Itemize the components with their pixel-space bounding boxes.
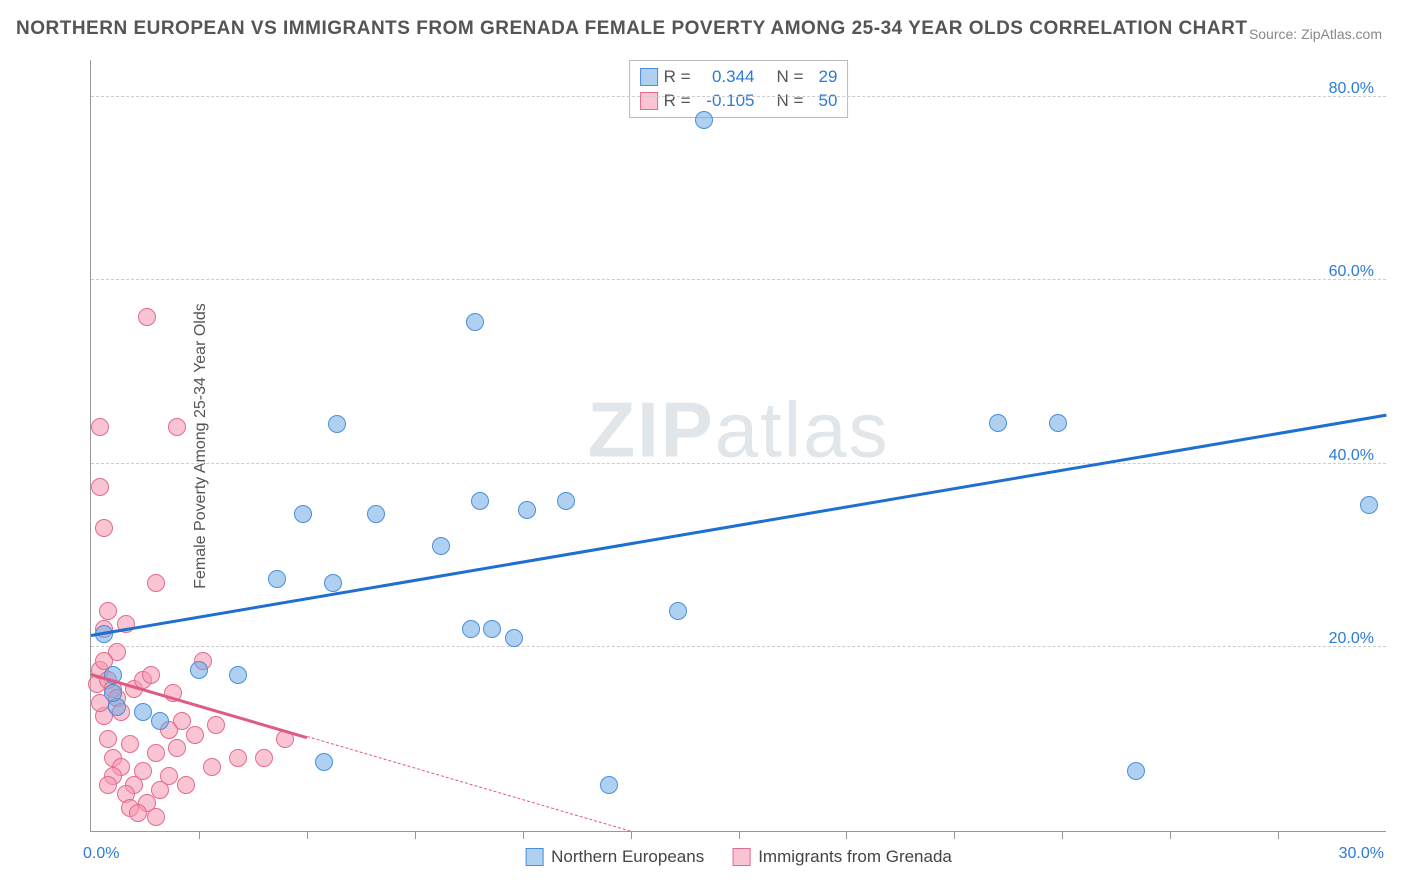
series-legend: Northern Europeans Immigrants from Grena… <box>525 847 952 867</box>
chart-title: NORTHERN EUROPEAN VS IMMIGRANTS FROM GRE… <box>16 18 1247 40</box>
scatter-point-blue <box>229 666 247 684</box>
y-tick-label: 80.0% <box>1329 80 1374 98</box>
scatter-point-pink <box>203 758 221 776</box>
x-tick <box>1278 831 1279 839</box>
scatter-point-pink <box>99 776 117 794</box>
scatter-point-blue <box>600 776 618 794</box>
scatter-point-pink <box>91 478 109 496</box>
scatter-point-blue <box>324 574 342 592</box>
scatter-point-pink <box>129 804 147 822</box>
x-tick <box>739 831 740 839</box>
scatter-point-pink <box>207 716 225 734</box>
scatter-point-pink <box>99 730 117 748</box>
scatter-point-pink <box>168 739 186 757</box>
scatter-point-pink <box>121 735 139 753</box>
legend-item-pink: Immigrants from Grenada <box>732 847 952 867</box>
watermark-rest: atlas <box>715 386 890 474</box>
r-label: R = <box>664 65 691 89</box>
correlation-legend: R = 0.344 N = 29 R = -0.105 N = 50 <box>629 60 849 118</box>
gridline <box>91 463 1386 464</box>
scatter-point-pink <box>229 749 247 767</box>
scatter-point-blue <box>134 703 152 721</box>
scatter-point-blue <box>1127 762 1145 780</box>
y-tick-label: 40.0% <box>1329 447 1374 465</box>
x-tick <box>199 831 200 839</box>
scatter-point-pink <box>147 574 165 592</box>
scatter-point-blue <box>1360 496 1378 514</box>
scatter-point-pink <box>142 666 160 684</box>
y-tick-label: 60.0% <box>1329 263 1374 281</box>
n-value-pink: 50 <box>809 89 837 113</box>
scatter-point-pink <box>91 418 109 436</box>
r-label: R = <box>664 89 691 113</box>
legend-row-blue: R = 0.344 N = 29 <box>640 65 838 89</box>
series-name-blue: Northern Europeans <box>551 847 704 867</box>
x-axis-min-label: 0.0% <box>83 845 119 863</box>
trendline-blue <box>91 413 1386 636</box>
scatter-point-blue <box>483 620 501 638</box>
gridline <box>91 96 1386 97</box>
scatter-point-blue <box>328 415 346 433</box>
n-label: N = <box>777 89 804 113</box>
scatter-point-pink <box>138 308 156 326</box>
x-tick <box>954 831 955 839</box>
scatter-point-blue <box>518 501 536 519</box>
x-axis-max-label: 30.0% <box>1339 845 1384 863</box>
trendline-pink-dashed <box>307 736 631 832</box>
scatter-point-pink <box>186 726 204 744</box>
scatter-point-blue <box>190 661 208 679</box>
n-value-blue: 29 <box>809 65 837 89</box>
chart-container: Female Poverty Among 25-34 Year Olds ZIP… <box>50 60 1386 832</box>
scatter-point-pink <box>99 602 117 620</box>
x-tick <box>1170 831 1171 839</box>
x-tick <box>415 831 416 839</box>
scatter-point-blue <box>989 414 1007 432</box>
legend-item-blue: Northern Europeans <box>525 847 704 867</box>
scatter-point-blue <box>557 492 575 510</box>
scatter-point-pink <box>95 519 113 537</box>
plot-area: ZIPatlas R = 0.344 N = 29 R = -0.105 N =… <box>90 60 1386 832</box>
watermark-bold: ZIP <box>587 386 714 474</box>
scatter-point-blue <box>462 620 480 638</box>
r-value-blue: 0.344 <box>697 65 755 89</box>
scatter-point-blue <box>471 492 489 510</box>
scatter-point-blue <box>505 629 523 647</box>
x-tick <box>307 831 308 839</box>
scatter-point-blue <box>367 505 385 523</box>
legend-swatch-blue <box>525 848 543 866</box>
scatter-point-blue <box>151 712 169 730</box>
scatter-point-pink <box>168 418 186 436</box>
scatter-point-blue <box>669 602 687 620</box>
scatter-point-blue <box>466 313 484 331</box>
x-tick <box>631 831 632 839</box>
source-attribution: Source: ZipAtlas.com <box>1249 26 1382 42</box>
y-tick-label: 20.0% <box>1329 630 1374 648</box>
legend-swatch-blue <box>640 68 658 86</box>
scatter-point-pink <box>147 808 165 826</box>
x-tick <box>1062 831 1063 839</box>
legend-row-pink: R = -0.105 N = 50 <box>640 89 838 113</box>
scatter-point-blue <box>1049 414 1067 432</box>
n-label: N = <box>777 65 804 89</box>
r-value-pink: -0.105 <box>697 89 755 113</box>
gridline <box>91 279 1386 280</box>
x-tick <box>846 831 847 839</box>
legend-swatch-pink <box>732 848 750 866</box>
scatter-point-pink <box>160 767 178 785</box>
scatter-point-blue <box>104 684 122 702</box>
gridline <box>91 646 1386 647</box>
scatter-point-blue <box>268 570 286 588</box>
scatter-point-blue <box>294 505 312 523</box>
x-tick <box>523 831 524 839</box>
scatter-point-blue <box>695 111 713 129</box>
scatter-point-blue <box>315 753 333 771</box>
scatter-point-pink <box>255 749 273 767</box>
scatter-point-blue <box>432 537 450 555</box>
series-name-pink: Immigrants from Grenada <box>758 847 952 867</box>
scatter-point-pink <box>177 776 195 794</box>
legend-swatch-pink <box>640 92 658 110</box>
scatter-point-pink <box>147 744 165 762</box>
